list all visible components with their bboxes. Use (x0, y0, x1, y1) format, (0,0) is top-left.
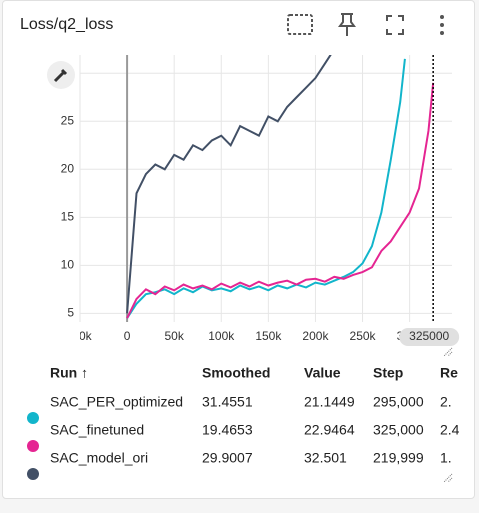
x-tick-label: 150k (255, 329, 282, 343)
x-tick-label: 200k (302, 329, 329, 343)
table-cell: 2.4 (440, 422, 460, 438)
run-color (27, 412, 39, 424)
table-cell: SAC_model_ori (50, 450, 148, 466)
series-line (126, 55, 332, 314)
x-tick-label: 0 (124, 329, 131, 343)
series-line (126, 58, 406, 319)
x-tick-label: 50k (164, 329, 184, 343)
cursor-label-box (399, 328, 460, 346)
resize-handle (443, 473, 453, 483)
table-cell: 32.501 (304, 450, 347, 466)
resize-handle (443, 347, 453, 357)
column-header: Step (373, 365, 403, 381)
card (2, 0, 475, 499)
table-cell: 21.1449 (304, 394, 355, 410)
y-tick-label: 20 (61, 161, 75, 175)
y-tick-label: 10 (61, 258, 75, 272)
series-line (126, 82, 435, 319)
edit-icon (53, 68, 68, 83)
table-cell: SAC_finetuned (50, 422, 144, 438)
x-tick-label: 250k (350, 329, 377, 343)
cursor-label: 325000 (409, 329, 449, 343)
column-header: Re (440, 365, 458, 381)
pin-icon[interactable] (338, 13, 356, 36)
table-cell: 219,999 (373, 450, 424, 466)
menu-icon[interactable] (440, 15, 444, 35)
column-header: Smoothed (202, 365, 270, 381)
table-cell: 325,000 (373, 422, 424, 438)
card-title: Loss/q2_loss (20, 16, 113, 33)
table-cell: 2. (440, 394, 452, 410)
table-cell: 22.9464 (304, 422, 355, 438)
table-cell: SAC_PER_optimized (50, 394, 183, 410)
run-color (27, 440, 39, 452)
fit-icon[interactable] (287, 14, 313, 35)
x-tick-label: -50k (68, 329, 92, 343)
fullscreen-icon[interactable] (386, 15, 404, 35)
column-header: Run ↑ (50, 365, 88, 381)
table-cell: 19.4653 (202, 422, 253, 438)
y-tick-label: 25 (61, 113, 75, 127)
column-header: Value (304, 365, 341, 381)
table-cell: 31.4551 (202, 394, 253, 410)
toolbar[interactable] (287, 13, 444, 36)
table-cell: 1. (440, 450, 452, 466)
table-cell: 29.9007 (202, 450, 253, 466)
y-tick-label: 15 (61, 209, 75, 223)
y-tick-label: 5 (67, 306, 74, 320)
x-tick-label: 100k (208, 329, 235, 343)
run-color (27, 468, 39, 480)
table-cell: 295,000 (373, 394, 424, 410)
